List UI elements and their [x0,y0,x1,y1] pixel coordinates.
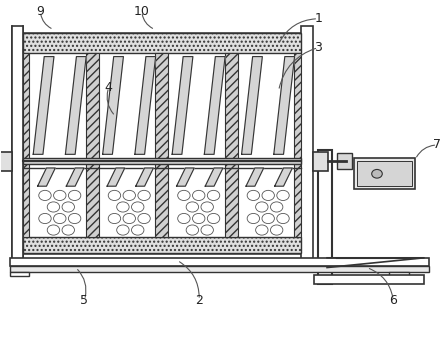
Polygon shape [241,56,262,154]
Bar [155,53,168,237]
Polygon shape [136,168,153,186]
Bar [23,237,301,253]
Circle shape [372,169,382,178]
Circle shape [270,225,283,235]
Circle shape [68,190,81,201]
Bar [9,258,428,266]
Circle shape [54,190,66,201]
Circle shape [193,190,205,201]
Circle shape [186,225,198,235]
Circle shape [54,214,66,224]
Circle shape [193,214,205,224]
Circle shape [132,225,144,235]
Text: 9: 9 [36,5,44,18]
Circle shape [207,190,220,201]
Circle shape [277,190,289,201]
Circle shape [47,225,60,235]
Polygon shape [327,258,424,268]
Polygon shape [205,168,223,186]
Bar [314,275,424,284]
Bar [294,53,301,237]
Polygon shape [66,168,84,186]
Bar [9,272,29,276]
Circle shape [62,202,74,212]
Bar [23,33,301,253]
Circle shape [262,190,274,201]
Polygon shape [135,56,155,154]
Circle shape [277,214,289,224]
Circle shape [117,225,129,235]
Polygon shape [103,56,124,154]
Circle shape [256,225,268,235]
Circle shape [138,214,150,224]
Polygon shape [107,168,125,186]
Circle shape [123,190,136,201]
Bar [301,26,313,271]
Polygon shape [33,56,54,154]
Bar [9,266,428,272]
Circle shape [68,214,81,224]
Polygon shape [204,56,225,154]
Circle shape [207,214,220,224]
Bar [23,33,301,53]
Bar [23,158,301,164]
Circle shape [201,225,214,235]
Polygon shape [172,56,193,154]
Circle shape [256,202,268,212]
Text: 4: 4 [105,81,113,94]
Text: 3: 3 [315,41,322,54]
Circle shape [132,202,144,212]
Text: 6: 6 [389,294,397,307]
Text: 7: 7 [433,138,441,151]
Circle shape [117,202,129,212]
Circle shape [47,202,60,212]
Bar [85,53,99,237]
Bar [318,150,332,284]
Circle shape [178,214,190,224]
Bar [389,272,408,276]
Polygon shape [66,56,86,154]
Polygon shape [274,56,295,154]
Bar [337,153,352,169]
Bar [357,161,412,186]
Polygon shape [275,168,292,186]
Polygon shape [177,168,194,186]
Bar [313,152,328,171]
Circle shape [262,214,274,224]
Circle shape [39,214,51,224]
Circle shape [62,225,74,235]
Bar [225,53,238,237]
Bar [354,159,415,189]
Bar [12,26,23,271]
Circle shape [270,202,283,212]
Circle shape [186,202,198,212]
Text: 1: 1 [315,12,322,25]
Circle shape [108,214,120,224]
Circle shape [247,190,260,201]
Polygon shape [38,168,55,186]
Circle shape [247,214,260,224]
Text: 2: 2 [195,294,203,307]
Text: 10: 10 [134,5,150,18]
Bar [0,152,12,171]
Circle shape [108,190,120,201]
Circle shape [39,190,51,201]
Circle shape [178,190,190,201]
Polygon shape [246,168,264,186]
Circle shape [123,214,136,224]
Circle shape [138,190,150,201]
Text: 5: 5 [81,294,89,307]
Bar [23,53,29,237]
Circle shape [201,202,214,212]
